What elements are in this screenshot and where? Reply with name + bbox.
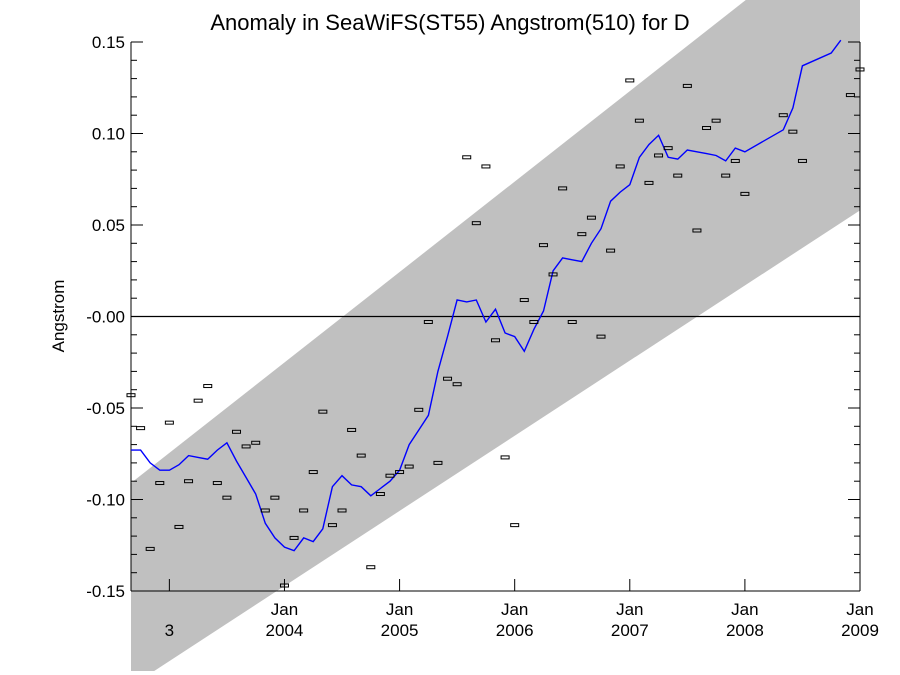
anomaly-point xyxy=(385,473,395,478)
anomaly-point xyxy=(251,440,261,445)
anomaly-point xyxy=(395,470,405,475)
anomaly-point xyxy=(452,382,462,387)
anomaly-point xyxy=(193,398,203,403)
anomaly-point xyxy=(270,495,280,500)
anomaly-point xyxy=(174,524,184,529)
anomaly-point xyxy=(654,153,664,158)
anomaly-point xyxy=(375,492,385,497)
y-tick-label: -0.05 xyxy=(86,399,125,418)
anomaly-point xyxy=(203,384,213,389)
anomaly-point xyxy=(682,83,692,88)
anomaly-point xyxy=(711,118,721,123)
anomaly-point xyxy=(222,495,232,500)
anomaly-point xyxy=(471,221,481,226)
anomaly-point xyxy=(730,158,740,163)
y-tick-label: 0.05 xyxy=(92,216,125,235)
anomaly-point xyxy=(606,248,616,253)
y-axis-label: Angstrom xyxy=(49,280,68,353)
anomaly-point xyxy=(423,319,433,324)
anomaly-point xyxy=(404,464,414,469)
x-tick-label-month: Jan xyxy=(731,600,758,619)
confidence-band-layer xyxy=(131,0,860,671)
x-tick-label-month: Jan xyxy=(846,600,873,619)
anomaly-point xyxy=(673,173,683,178)
anomaly-point xyxy=(299,508,309,513)
y-tick-label: 0.15 xyxy=(92,33,125,52)
anomaly-point xyxy=(164,420,174,425)
anomaly-point xyxy=(184,479,194,484)
x-tick-label-year: 2004 xyxy=(266,621,304,640)
anomaly-point xyxy=(625,78,635,83)
anomaly-point xyxy=(740,191,750,196)
anomaly-point xyxy=(232,429,242,434)
anomaly-point xyxy=(155,481,165,486)
anomaly-point xyxy=(433,460,443,465)
anomaly-point xyxy=(318,409,328,414)
anomaly-point xyxy=(558,186,568,191)
anomaly-point xyxy=(577,232,587,237)
anomaly-point xyxy=(289,535,299,540)
confidence-band xyxy=(131,0,860,671)
x-tick-label-month: Jan xyxy=(271,600,298,619)
anomaly-point xyxy=(586,215,596,220)
anomaly-point xyxy=(347,427,357,432)
anomaly-point xyxy=(212,481,222,486)
anomaly-point xyxy=(845,93,855,98)
anomaly-point xyxy=(366,565,376,570)
y-tick-label: -0.15 xyxy=(86,582,125,601)
y-tick-label: -0.10 xyxy=(86,491,125,510)
anomaly-point xyxy=(702,126,712,131)
anomaly-point xyxy=(241,444,251,449)
x-tick-label-month: Jan xyxy=(501,600,528,619)
x-tick-label-year: 2007 xyxy=(611,621,649,640)
anomaly-point xyxy=(145,546,155,551)
anomaly-point xyxy=(136,426,146,431)
x-tick-label-year: 2008 xyxy=(726,621,764,640)
anomaly-point xyxy=(855,67,865,72)
anomaly-point xyxy=(500,455,510,460)
anomaly-point xyxy=(414,407,424,412)
axis-ticks: 0.15 0.10 0.05 -0.00 -0.05 -0.10 -0.15 3 Jan 2004… xyxy=(86,33,879,640)
x-tick-label-year: 3 xyxy=(165,621,174,640)
anomaly-point xyxy=(797,158,807,163)
anomaly-point xyxy=(308,470,318,475)
y-tick-label: 0.10 xyxy=(92,125,125,144)
anomaly-point xyxy=(491,338,500,343)
anomaly-point xyxy=(510,523,520,528)
x-tick-label-year: 2006 xyxy=(496,621,534,640)
anomaly-point xyxy=(519,298,529,303)
anomaly-point xyxy=(788,129,798,134)
x-tick-label-month: Jan xyxy=(386,600,413,619)
anomaly-point xyxy=(692,228,702,233)
anomaly-point xyxy=(260,508,270,513)
anomaly-point xyxy=(462,155,472,160)
anomaly-point xyxy=(567,319,577,324)
x-tick-label-year: 2009 xyxy=(841,621,879,640)
anomaly-point xyxy=(548,272,558,277)
y-tick-label: -0.00 xyxy=(86,308,125,327)
anomaly-point xyxy=(279,583,289,588)
anomaly-point xyxy=(721,173,731,178)
anomaly-point xyxy=(337,508,347,513)
anomaly-point xyxy=(596,334,606,339)
anomaly-point xyxy=(538,243,548,248)
x-tick-label-year: 2005 xyxy=(381,621,419,640)
running-mean-layer xyxy=(131,39,842,552)
anomaly-point xyxy=(356,453,366,458)
anomaly-point xyxy=(778,113,788,118)
anomaly-point xyxy=(443,376,453,381)
anomaly-point xyxy=(126,393,136,398)
anomaly-point xyxy=(327,523,337,528)
anomaly-point xyxy=(644,180,654,185)
anomaly-point xyxy=(663,146,673,151)
anomaly-points-layer xyxy=(126,67,865,588)
x-tick-label-month: Jan xyxy=(616,600,643,619)
anomaly-point xyxy=(615,164,625,169)
anomaly-point xyxy=(634,118,644,123)
running-mean-line xyxy=(131,39,842,552)
anomaly-point xyxy=(481,164,491,169)
anomaly-point xyxy=(529,319,539,324)
chart-title: Anomaly in SeaWiFS(ST55) Angstrom(510) f… xyxy=(210,10,689,35)
